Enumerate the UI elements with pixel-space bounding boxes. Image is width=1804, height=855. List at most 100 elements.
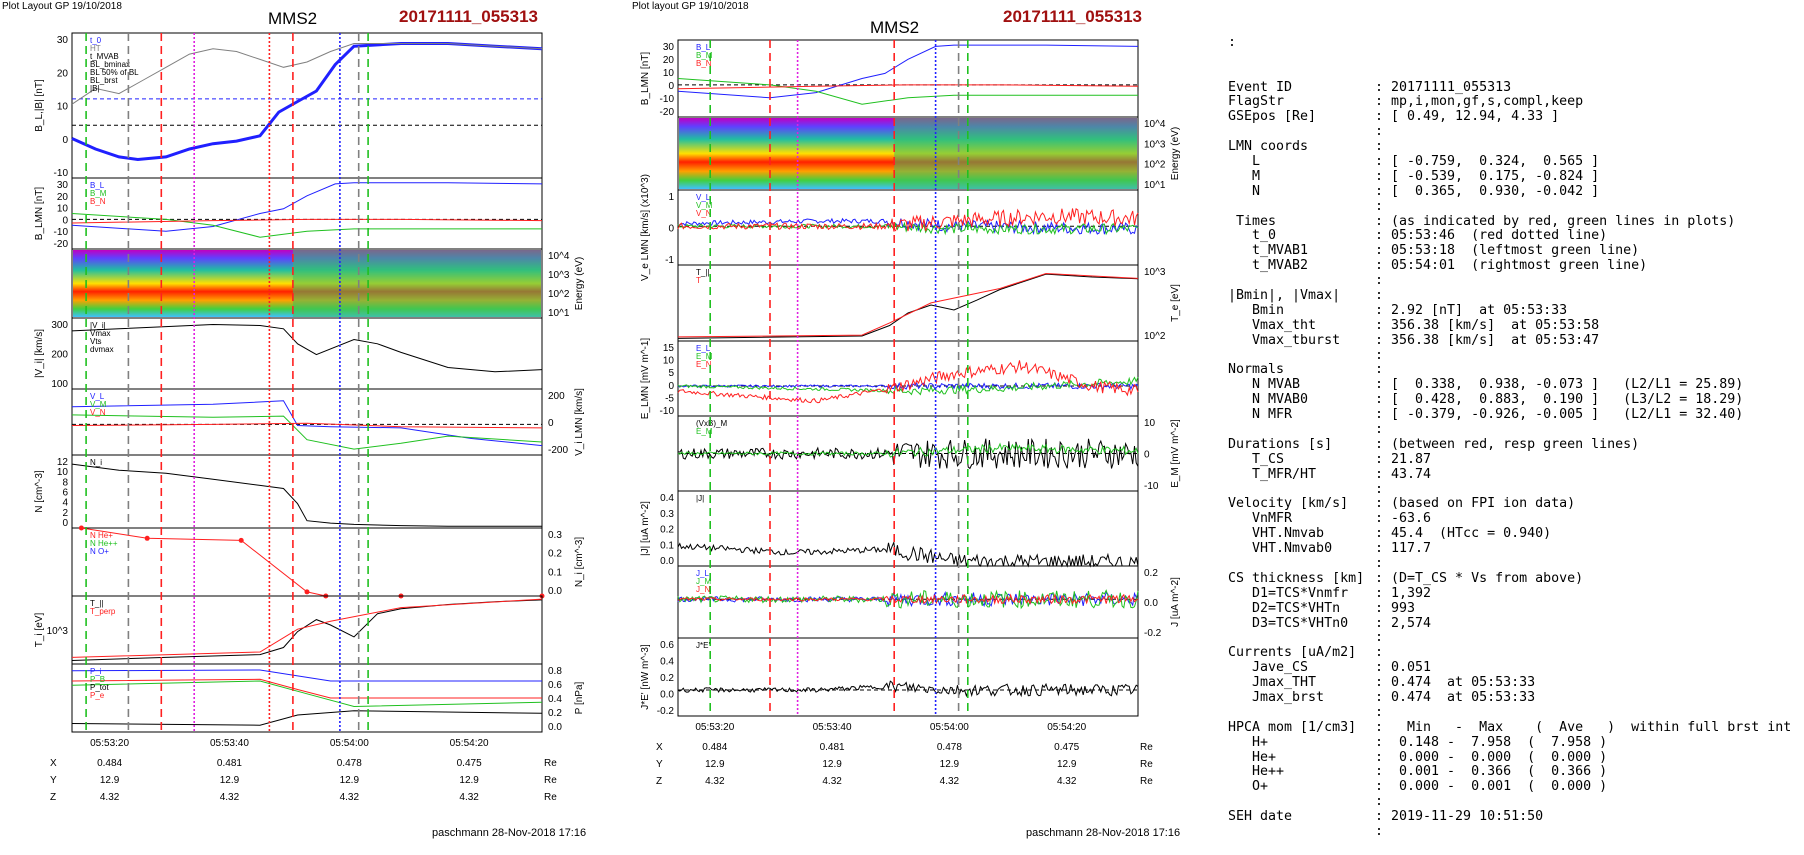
y-tick-label: 2 <box>62 508 68 519</box>
info-row: Vmax_tburst: 356.38 [km/s] at 05:53:47 <box>1228 333 1791 349</box>
info-key <box>1228 274 1375 289</box>
panel: 0.6 0.4 0.2 0.0 -0.2 J*E' [nW m^-3] J*E' <box>640 637 1139 717</box>
y-tick-label: -0.2 <box>1144 628 1162 639</box>
legend-entry: E_L <box>696 344 711 353</box>
info-value: : (based on FPI ion data) <box>1375 496 1576 512</box>
y-tick-label: -10 <box>660 406 675 417</box>
info-row: |Bmin|, |Vmax|: <box>1228 288 1791 304</box>
info-row: VnMFR: -63.6 <box>1228 511 1791 527</box>
info-value: : 21.87 <box>1375 451 1432 467</box>
y-axis-label: T_e [eV] <box>1170 284 1181 322</box>
legend-entry: |B| <box>90 84 100 93</box>
y-tick-label: 0.1 <box>660 540 674 551</box>
panel-frame <box>677 340 1139 417</box>
series-line <box>677 84 1139 90</box>
y-tick-label: -20 <box>660 107 675 118</box>
info-row: GSEpos [Re]: [ 0.49, 12.94, 4.33 ] <box>1228 109 1791 125</box>
info-row: t_MVAB2: 05:54:01 (rightmost green line) <box>1228 258 1791 274</box>
info-row: Currents [uA/m2]: <box>1228 645 1791 661</box>
y-tick-label: 0.4 <box>660 657 674 668</box>
info-key <box>1228 349 1375 364</box>
info-row: Velocity [km/s]: (based on FPI ion data) <box>1228 497 1791 512</box>
info-row: HPCA mom [1/cm3]: Min - Max ( Ave ) with… <box>1228 720 1791 736</box>
orbit-row-label: Y <box>50 775 57 786</box>
info-value: : <box>1375 273 1384 289</box>
series-line <box>71 414 543 450</box>
panel: 30 20 10 0 -10 B_L,|B| [nT] t_0HTt_MVABBL_bmin… <box>34 32 543 179</box>
legend-entry: E_M <box>696 352 713 361</box>
series-line <box>677 442 1139 458</box>
info-value: : <box>1375 481 1384 497</box>
orbit-unit: Re <box>1140 759 1153 770</box>
legend-entry: |J| <box>696 494 704 503</box>
orbit-value: 0.478 <box>337 758 362 769</box>
y-tick-label: 0.1 <box>548 567 562 578</box>
legend-entry: B_N <box>696 59 712 68</box>
left-footer: paschmann 28-Nov-2018 17:16 <box>432 827 587 839</box>
info-key: Jmax_brst <box>1228 690 1325 706</box>
info-value: : <box>1375 347 1384 363</box>
x-tick-label: 05:54:20 <box>450 738 489 749</box>
y-tick-label: 12 <box>57 457 69 468</box>
info-key: VHT.Nmvab <box>1228 526 1325 542</box>
orbit-unit: Re <box>544 775 557 786</box>
panel: 200 0 -200 V_i LMN [km/s] V_LV_MV_N <box>71 388 585 456</box>
legend-entry: B_N <box>90 197 106 206</box>
info-value: : [ -0.539, 0.175, -0.824 ] <box>1375 168 1600 184</box>
orbit-value: 4.32 <box>705 776 725 787</box>
info-value: : 0.148 - 7.958 ( 7.958 ) <box>1375 734 1608 750</box>
info-row: M: [ -0.539, 0.175, -0.824 ] <box>1228 168 1791 185</box>
info-row: : <box>1228 631 1791 646</box>
series-line <box>71 218 543 224</box>
panel: 10^4 10^3 10^2 10^1 Energy (eV) <box>677 116 1181 191</box>
panel-frame <box>677 637 1139 717</box>
info-value: : 1,392 <box>1375 585 1432 601</box>
y-axis-label: E_M [mV m^-2] <box>1170 419 1181 488</box>
info-key: He+ <box>1228 749 1277 765</box>
legend-entry: V_M <box>696 201 713 210</box>
y-axis-label: |J| [uA m^-2] <box>640 501 651 556</box>
info-key: D3=TCS*VHTn0 <box>1228 615 1349 631</box>
info-key: O+ <box>1228 779 1269 795</box>
info-key <box>1228 825 1375 840</box>
info-key: Currents [uA/m2] <box>1228 645 1357 661</box>
info-top-colon: : <box>1228 34 1237 50</box>
legend-entry: P_e <box>90 691 105 700</box>
orbit-value: 12.9 <box>822 759 842 770</box>
y-tick-label: 30 <box>663 42 675 53</box>
y-tick-label: -1 <box>665 255 674 266</box>
series-line <box>71 669 542 682</box>
info-value: : [ -0.759, 0.324, 0.565 ] <box>1375 153 1600 169</box>
spectrogram-region <box>292 250 541 317</box>
info-key: Normals <box>1228 362 1285 378</box>
y-tick-label: 0 <box>1144 450 1150 461</box>
orbit-value: 12.9 <box>1057 759 1077 770</box>
info-value: : [ 0.428, 0.883, 0.190 ] (L3/L2 = 18.29… <box>1375 392 1744 408</box>
y-tick-label: 10 <box>57 467 69 478</box>
y-axis-label: B_LMN [nT] <box>34 187 45 241</box>
info-value: : <box>1375 422 1384 437</box>
info-row: D2=TCS*VHTn: 993 <box>1228 601 1791 617</box>
info-row: : <box>1228 824 1791 840</box>
info-value: : <box>1375 824 1384 840</box>
x-tick-label: 05:54:00 <box>930 722 969 733</box>
legend-entry: V_M <box>90 400 107 409</box>
data-point <box>238 537 244 543</box>
series-line <box>677 78 1138 105</box>
y-tick-label: 10^3 <box>548 270 570 281</box>
info-value: : [ 0.49, 12.94, 4.33 ] <box>1375 109 1560 125</box>
y-tick-label: -20 <box>54 239 69 250</box>
orbit-value: 0.475 <box>457 758 482 769</box>
info-value: : 0.051 <box>1375 660 1432 676</box>
y-axis-label: T_i [eV] <box>34 613 45 648</box>
y-tick-label: 10^3 <box>47 626 69 637</box>
orbit-row-label: X <box>656 742 663 753</box>
series-line <box>677 221 1139 236</box>
panel-frame <box>677 490 1139 567</box>
y-tick-label: 0.2 <box>660 673 674 684</box>
info-key: LMN coords <box>1228 139 1309 155</box>
info-value: : (D=T_CS * Vs from above) <box>1375 570 1584 586</box>
